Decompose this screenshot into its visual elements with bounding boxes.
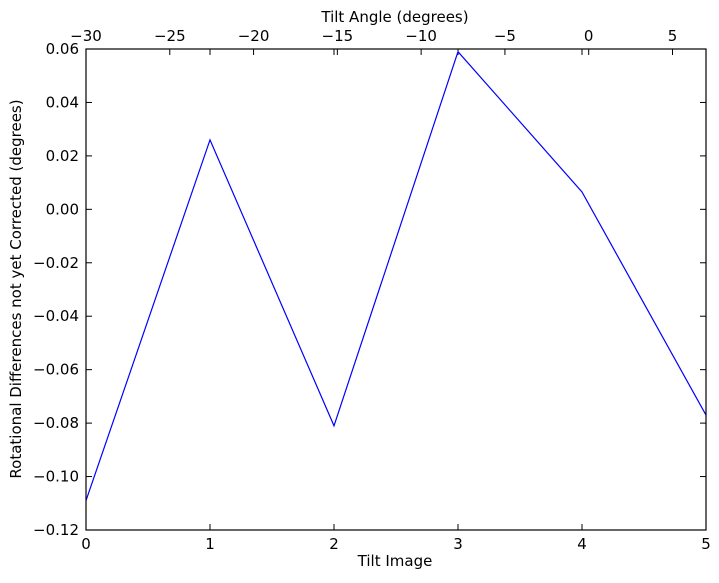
top-axis-label: Tilt Angle (degrees) [320, 8, 468, 26]
y-tick-label: −0.10 [33, 468, 79, 486]
top-axis-tick-label: −25 [154, 27, 186, 45]
y-tick-label: −0.06 [33, 361, 79, 379]
x-tick-label: 1 [205, 535, 215, 553]
x-tick-label: 2 [329, 535, 339, 553]
top-axis-tick-label: 0 [584, 27, 594, 45]
top-axis-tick-label: 5 [668, 27, 678, 45]
y-tick-label: −0.08 [33, 414, 79, 432]
top-axis-tick-label: −15 [322, 27, 354, 45]
top-axis-tick-label: −5 [494, 27, 516, 45]
y-axis-label: Rotational Differences not yet Corrected… [7, 99, 25, 478]
y-tick-label: 0.06 [46, 40, 79, 58]
x-tick-label: 0 [81, 535, 91, 553]
top-axis-tick-label: −20 [238, 27, 270, 45]
y-tick-label: −0.12 [33, 521, 79, 539]
y-tick-label: −0.04 [33, 307, 79, 325]
y-tick-label: 0.04 [46, 93, 79, 111]
x-tick-label: 4 [577, 535, 587, 553]
y-tick-label: 0.00 [46, 200, 79, 218]
y-tick-label: 0.02 [46, 147, 79, 165]
y-tick-label: −0.02 [33, 254, 79, 272]
x-tick-label: 5 [701, 535, 711, 553]
x-axis-label: Tilt Image [357, 552, 433, 570]
top-axis-tick-label: −10 [405, 27, 437, 45]
x-tick-label: 3 [453, 535, 463, 553]
